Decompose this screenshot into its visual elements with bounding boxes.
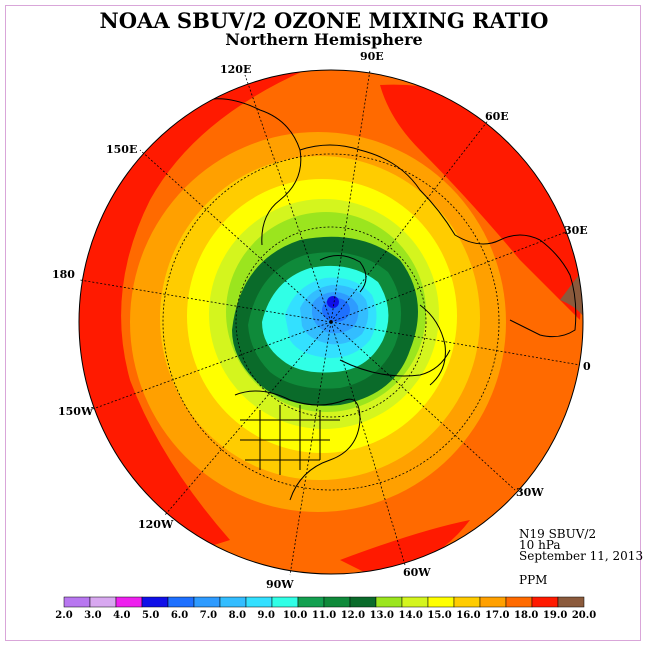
colorbar-swatch <box>375 596 403 608</box>
colorbar-swatch <box>245 596 273 608</box>
coastlines <box>204 98 577 501</box>
colorbar-swatch <box>297 596 325 608</box>
colorbar-swatch <box>479 596 507 608</box>
colorbar-tick-label: 9.0 <box>258 610 275 621</box>
colorbar-tick-label: 5.0 <box>142 610 159 621</box>
colorbar-tick-label: 15.0 <box>427 610 451 621</box>
ozone-field <box>79 70 583 574</box>
colorbar-tick-label: 4.0 <box>113 610 130 621</box>
band-19-south <box>340 520 470 574</box>
meridian-90w <box>289 321 332 576</box>
colorbar-swatch <box>505 596 533 608</box>
colorbar-tick-label: 14.0 <box>398 610 422 621</box>
date-label: September 11, 2013 <box>519 549 644 563</box>
graticule <box>79 69 581 576</box>
meridian-120w <box>164 321 332 516</box>
lon-label-90w: 90W <box>266 578 294 591</box>
coast-europe <box>509 239 577 338</box>
lon-label-30e: 30E <box>564 224 588 237</box>
colorbar-tick-label: 2.0 <box>55 610 72 621</box>
colorbar-swatch <box>63 596 91 608</box>
coast-asia-north <box>299 144 541 245</box>
map-boundary <box>78 69 584 575</box>
lon-label-180: 180 <box>52 268 75 281</box>
coast-greenland <box>339 349 451 377</box>
units-label: PPM <box>519 573 548 587</box>
latitude-circle-2 <box>235 226 427 418</box>
meridian-150w <box>89 321 332 411</box>
colorbar-tick-label: 6.0 <box>171 610 188 621</box>
colorbar-swatch <box>115 596 143 608</box>
colorbar-tick-label: 10.0 <box>283 610 307 621</box>
meridian-30e <box>330 231 567 323</box>
lon-label-30w: 30W <box>516 486 544 499</box>
colorbar-swatch <box>349 596 377 608</box>
us-state-lines <box>240 405 340 475</box>
coast-north-america <box>234 390 361 501</box>
colorbar-swatch <box>141 596 169 608</box>
instrument-label: N19 SBUV/2 <box>519 527 597 541</box>
colorbar-tick-label: 11.0 <box>312 610 336 621</box>
colorbar-tick-label: 16.0 <box>456 610 480 621</box>
meridian-90e <box>330 69 371 323</box>
coast-arctic-islands <box>319 255 367 293</box>
pressure-level-label: 10 hPa <box>519 538 561 552</box>
lon-label-120w: 120W <box>138 518 174 531</box>
figure-border <box>5 5 641 641</box>
coast-scandinavia <box>419 304 446 386</box>
meridian-180 <box>79 279 332 323</box>
band-19-west <box>79 70 330 574</box>
band-5-core <box>327 296 339 308</box>
colorbar-swatch <box>219 596 247 608</box>
lon-label-90e: 90E <box>360 50 384 63</box>
map-title: NOAA SBUV/2 OZONE MIXING RATIO <box>99 8 549 33</box>
colorbar-swatch <box>427 596 455 608</box>
meridian-60e <box>330 117 491 323</box>
colorbar-tick-label: 7.0 <box>200 610 217 621</box>
colorbar-swatch <box>323 596 351 608</box>
colorbar-tick-label: 13.0 <box>370 610 394 621</box>
map-subtitle: Northern Hemisphere <box>225 30 423 49</box>
meridian-30w <box>330 321 516 491</box>
meridian-150e <box>139 149 332 323</box>
colorbar-tick-label: 12.0 <box>341 610 365 621</box>
colorbar-swatch <box>453 596 481 608</box>
lon-label-150w: 150W <box>58 405 94 418</box>
colorbar-swatch <box>193 596 221 608</box>
colorbar-swatch <box>401 596 429 608</box>
lon-label-60w: 60W <box>403 566 431 579</box>
meridian-120e <box>244 74 332 323</box>
lon-label-120e: 120E <box>220 63 252 76</box>
colorbar-tick-label: 19.0 <box>543 610 567 621</box>
colorbar-tick-label: 17.0 <box>485 610 509 621</box>
colorbar-tick-label: 18.0 <box>514 610 538 621</box>
colorbar-tick-label: 20.0 <box>572 610 596 621</box>
colorbar-tick-label: 8.0 <box>229 610 246 621</box>
lon-label-150e: 150E <box>106 143 138 156</box>
lon-label-60e: 60E <box>485 110 509 123</box>
colorbar-swatch <box>167 596 195 608</box>
colorbar-tick-label: 3.0 <box>84 610 101 621</box>
latitude-circle-1 <box>162 153 500 491</box>
colorbar: 2.0 3.0 4.0 5.0 6.0 7.0 8.0 9.0 10.0 11.0 12.0 13.0… <box>55 596 596 621</box>
colorbar-swatch <box>271 596 299 608</box>
colorbar-swatch <box>89 596 117 608</box>
colorbar-swatch <box>557 596 585 608</box>
colorbar-swatch <box>531 596 559 608</box>
lon-label-0: 0 <box>583 360 591 373</box>
